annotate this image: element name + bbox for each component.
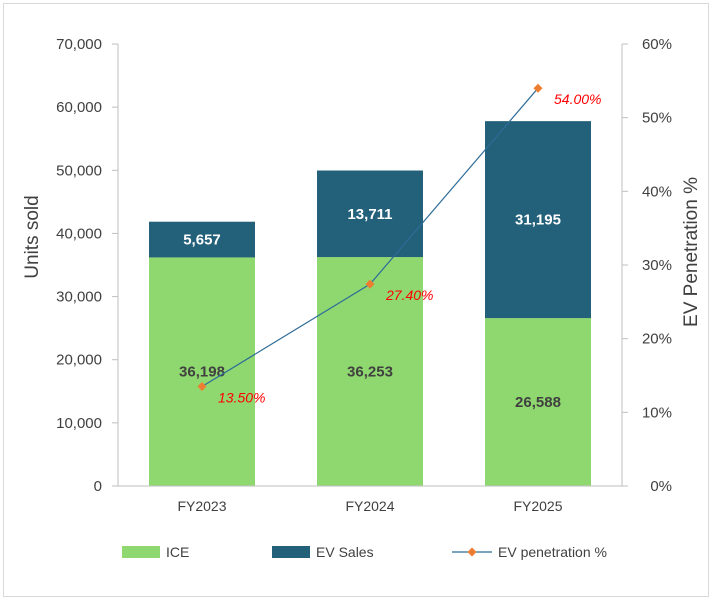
data-label-ev: 13,711 bbox=[347, 206, 392, 223]
legend-swatch-ev bbox=[272, 546, 310, 558]
bar-ev-fy2025 bbox=[485, 121, 591, 319]
y2-tick-label: 40% bbox=[642, 183, 672, 200]
data-label-penetration: 13.50% bbox=[218, 390, 265, 406]
bars: 36,198 5,657 36,253 13,711 26,588 31,195 bbox=[149, 121, 591, 486]
left-axis: 0 10,000 20,000 30,000 40,000 50,000 60,000 70,… bbox=[56, 36, 119, 495]
y2-tick-label: 20% bbox=[642, 331, 672, 348]
bar-ice-fy2023 bbox=[149, 257, 255, 486]
y2-tick-label: 30% bbox=[642, 257, 672, 274]
category-label: FY2024 bbox=[345, 498, 394, 514]
data-label-penetration: 27.40% bbox=[385, 287, 433, 303]
category-label: FY2023 bbox=[177, 498, 226, 514]
penetration-line: 13.50% 27.40% 54.00% bbox=[197, 83, 601, 406]
penetration-marker bbox=[533, 83, 543, 93]
y-tick-label: 70,000 bbox=[56, 36, 102, 53]
y-tick-label: 10,000 bbox=[56, 415, 102, 432]
data-label-ev: 5,657 bbox=[183, 232, 221, 249]
category-label: FY2025 bbox=[513, 498, 562, 514]
legend-swatch-ice bbox=[122, 546, 160, 558]
legend-label-penetration: EV penetration % bbox=[498, 544, 607, 560]
legend: ICE EV Sales EV penetration % bbox=[122, 544, 607, 560]
legend-marker-penetration bbox=[467, 547, 477, 557]
data-label-ice: 36,253 bbox=[347, 364, 393, 381]
penetration-marker bbox=[365, 279, 375, 289]
y-tick-label: 50,000 bbox=[56, 162, 102, 179]
data-label-ice: 26,588 bbox=[515, 394, 561, 411]
y2-tick-label: 0% bbox=[650, 478, 672, 495]
category-axis: FY2023 FY2024 FY2025 bbox=[118, 485, 622, 514]
bar-ice-fy2025 bbox=[485, 318, 591, 486]
legend-label-ev: EV Sales bbox=[316, 544, 374, 560]
right-axis: 0% 10% 20% 30% 40% 50% 60% bbox=[621, 36, 672, 495]
y-tick-label: 40,000 bbox=[56, 225, 102, 242]
y2-tick-label: 10% bbox=[642, 404, 672, 421]
y-tick-label: 20,000 bbox=[56, 352, 102, 369]
y-tick-label: 0 bbox=[94, 478, 102, 495]
data-label-ice: 36,198 bbox=[179, 364, 225, 381]
bar-ev-fy2023 bbox=[149, 221, 255, 258]
bar-ice-fy2024 bbox=[317, 257, 423, 486]
y-tick-label: 30,000 bbox=[56, 289, 102, 306]
y2-axis-title: EV Penetration % bbox=[681, 177, 702, 327]
y2-tick-label: 50% bbox=[642, 110, 672, 127]
data-label-ev: 31,195 bbox=[515, 212, 561, 229]
y-tick-label: 60,000 bbox=[56, 99, 102, 116]
y2-tick-label: 60% bbox=[642, 36, 672, 53]
penetration-marker bbox=[197, 382, 207, 392]
data-label-penetration: 54.00% bbox=[554, 91, 601, 107]
legend-label-ice: ICE bbox=[166, 544, 189, 560]
y-axis-title: Units sold bbox=[22, 195, 43, 278]
